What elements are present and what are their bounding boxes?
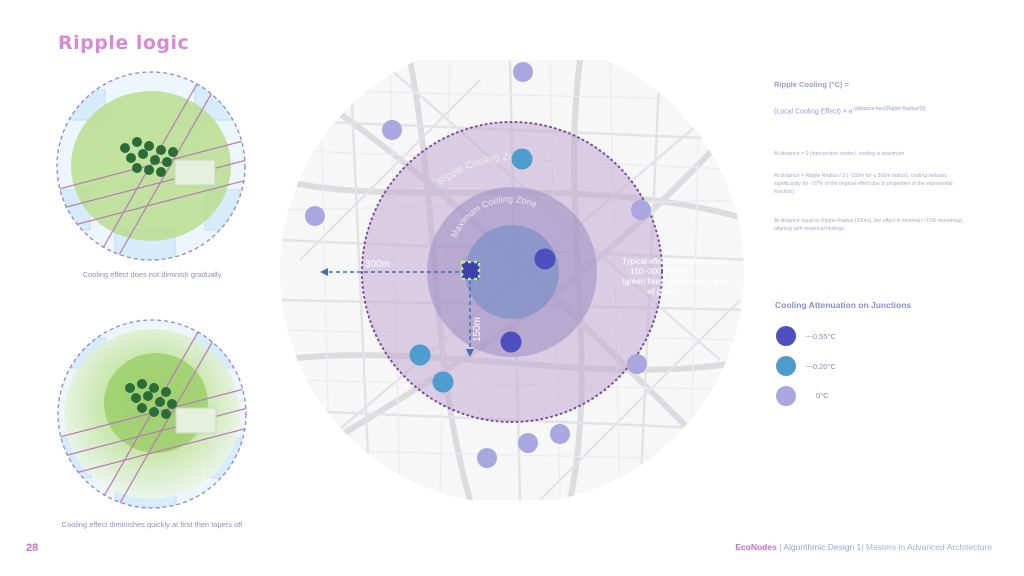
cooling-illustration-bottom	[57, 319, 247, 509]
legend-label-medium: ~-0.20°C	[806, 362, 836, 371]
junction-dot-none	[627, 354, 647, 374]
caption-bottom: Cooling effect diminishes quickly at fir…	[61, 520, 243, 529]
junction-dot-medium	[511, 148, 533, 170]
junction-dot-none	[518, 433, 538, 453]
formula-exponent: -(distance ties/(Ripple Radius/3))	[852, 106, 926, 112]
page-number: 28	[26, 542, 39, 554]
junction-dot-none	[305, 206, 325, 226]
legend-label-strong: ~-0.55°C	[806, 332, 836, 341]
junction-dot-none	[631, 200, 651, 220]
junction-dot-none	[550, 424, 570, 444]
cooling-illustration-top	[56, 71, 246, 261]
junction-dot-medium	[432, 371, 454, 393]
junction-dot-strong	[500, 331, 522, 353]
ripple-diagram: Ripple Cooling Zone Maximum Cooling Zone…	[280, 60, 744, 500]
legend-title: Cooling Attenuation on Junctions	[775, 300, 912, 310]
note-2: At distance = Ripple Radius / 3 (~150m f…	[774, 173, 953, 195]
footer-separator: |	[861, 542, 866, 552]
legend-label-none: 0°C	[816, 391, 829, 400]
footer-course: Algorithmic Design 1	[783, 542, 862, 552]
junction-dot-strong	[534, 248, 556, 270]
label-300m: 300m	[365, 259, 390, 270]
note-3: At distance equal to Ripple Radius (300m…	[774, 218, 964, 232]
legend-swatch-none	[776, 386, 796, 406]
intersection-node	[460, 260, 481, 281]
footer: EcoNodes | Algorithmic Design 1| Masters…	[735, 542, 992, 552]
formula-title: Ripple Cooling (°C) =	[774, 80, 849, 89]
page-title: Ripple logic	[58, 32, 190, 54]
junction-dot-none	[477, 448, 497, 468]
footer-program: Masters in Advanced Architecture	[865, 542, 992, 552]
footer-separator: |	[776, 542, 784, 552]
footer-brand: EcoNodes	[735, 542, 777, 552]
legend-swatch-medium	[776, 356, 796, 376]
junction-dot-medium	[409, 344, 431, 366]
formula-expression: (Local Cooling Effect) × e	[774, 108, 853, 116]
legend-swatch-strong	[776, 326, 796, 346]
note-1: At distance = 0 (intersection center), c…	[774, 151, 905, 157]
caption-top: Cooling effect does not diminish gradual…	[82, 270, 222, 279]
formula: (Local Cooling Effect) × e-(distance tie…	[774, 106, 925, 115]
label-150m: 150m	[472, 317, 483, 342]
range-note: Typical effective cooling range: 150~300…	[622, 257, 733, 296]
junction-dots	[305, 62, 651, 468]
junction-dot-none	[382, 120, 402, 140]
junction-dot-none	[513, 62, 533, 82]
